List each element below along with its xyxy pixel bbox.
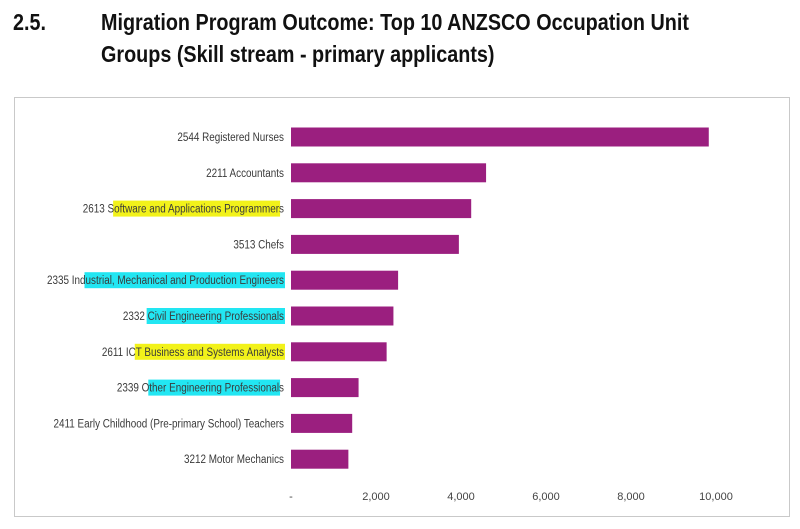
category-label-1: 2544 Registered Nurses (177, 132, 284, 144)
x-tick-label-2: 4,000 (447, 491, 475, 503)
bar-group (291, 127, 709, 469)
x-axis-tick-labels: - 2,000 4,000 6,000 8,000 10,000 (289, 491, 733, 503)
category-label-8: 2339 Other Engineering Professionals (117, 383, 284, 395)
chart-title-line-1: Migration Program Outcome: Top 10 ANZSCO… (101, 9, 689, 35)
bar-2 (291, 163, 487, 183)
bar-10 (291, 449, 349, 469)
category-label-6: 2332 Civil Engineering Professionals (123, 311, 284, 323)
bar-9 (291, 413, 353, 433)
x-tick-label-4: 8,000 (617, 491, 645, 503)
category-label-3: 2613 Software and Applications Programme… (83, 204, 284, 216)
category-label-10: 3212 Motor Mechanics (184, 454, 284, 466)
chart-title-line-2: Groups (Skill stream - primary applicant… (101, 41, 495, 67)
label-highlight-6 (146, 308, 285, 324)
x-tick-label-3: 6,000 (532, 491, 560, 503)
label-highlight-5 (84, 272, 285, 289)
bar-3 (291, 199, 472, 219)
bar-8 (291, 378, 359, 398)
label-highlight-3 (113, 200, 281, 217)
section-number: 2.5. (13, 9, 47, 35)
label-highlight-8 (148, 379, 281, 396)
bar-6 (291, 306, 394, 326)
page-heading: 2.5. Migration Program Outcome: Top 10 A… (0, 0, 800, 90)
x-tick-label-5: 10,000 (699, 491, 733, 503)
category-labels: 2544 Registered Nurses 2211 Accountants 26… (47, 132, 285, 466)
label-highlight-7 (134, 343, 285, 360)
x-tick-label-1: 2,000 (362, 491, 390, 503)
category-label-4: 3513 Chefs (233, 239, 284, 251)
category-label-5: 2335 Industrial, Mechanical and Producti… (47, 275, 284, 287)
category-label-7: 2611 ICT Business and Systems Analysts (102, 347, 284, 359)
bar-1 (291, 127, 709, 147)
bar-5 (291, 270, 399, 290)
category-label-9: 2411 Early Childhood (Pre-primary School… (53, 418, 284, 430)
bar-7 (291, 342, 387, 362)
category-label-2: 2211 Accountants (206, 168, 284, 180)
x-tick-label-0: - (289, 491, 293, 503)
bar-4 (291, 234, 459, 254)
